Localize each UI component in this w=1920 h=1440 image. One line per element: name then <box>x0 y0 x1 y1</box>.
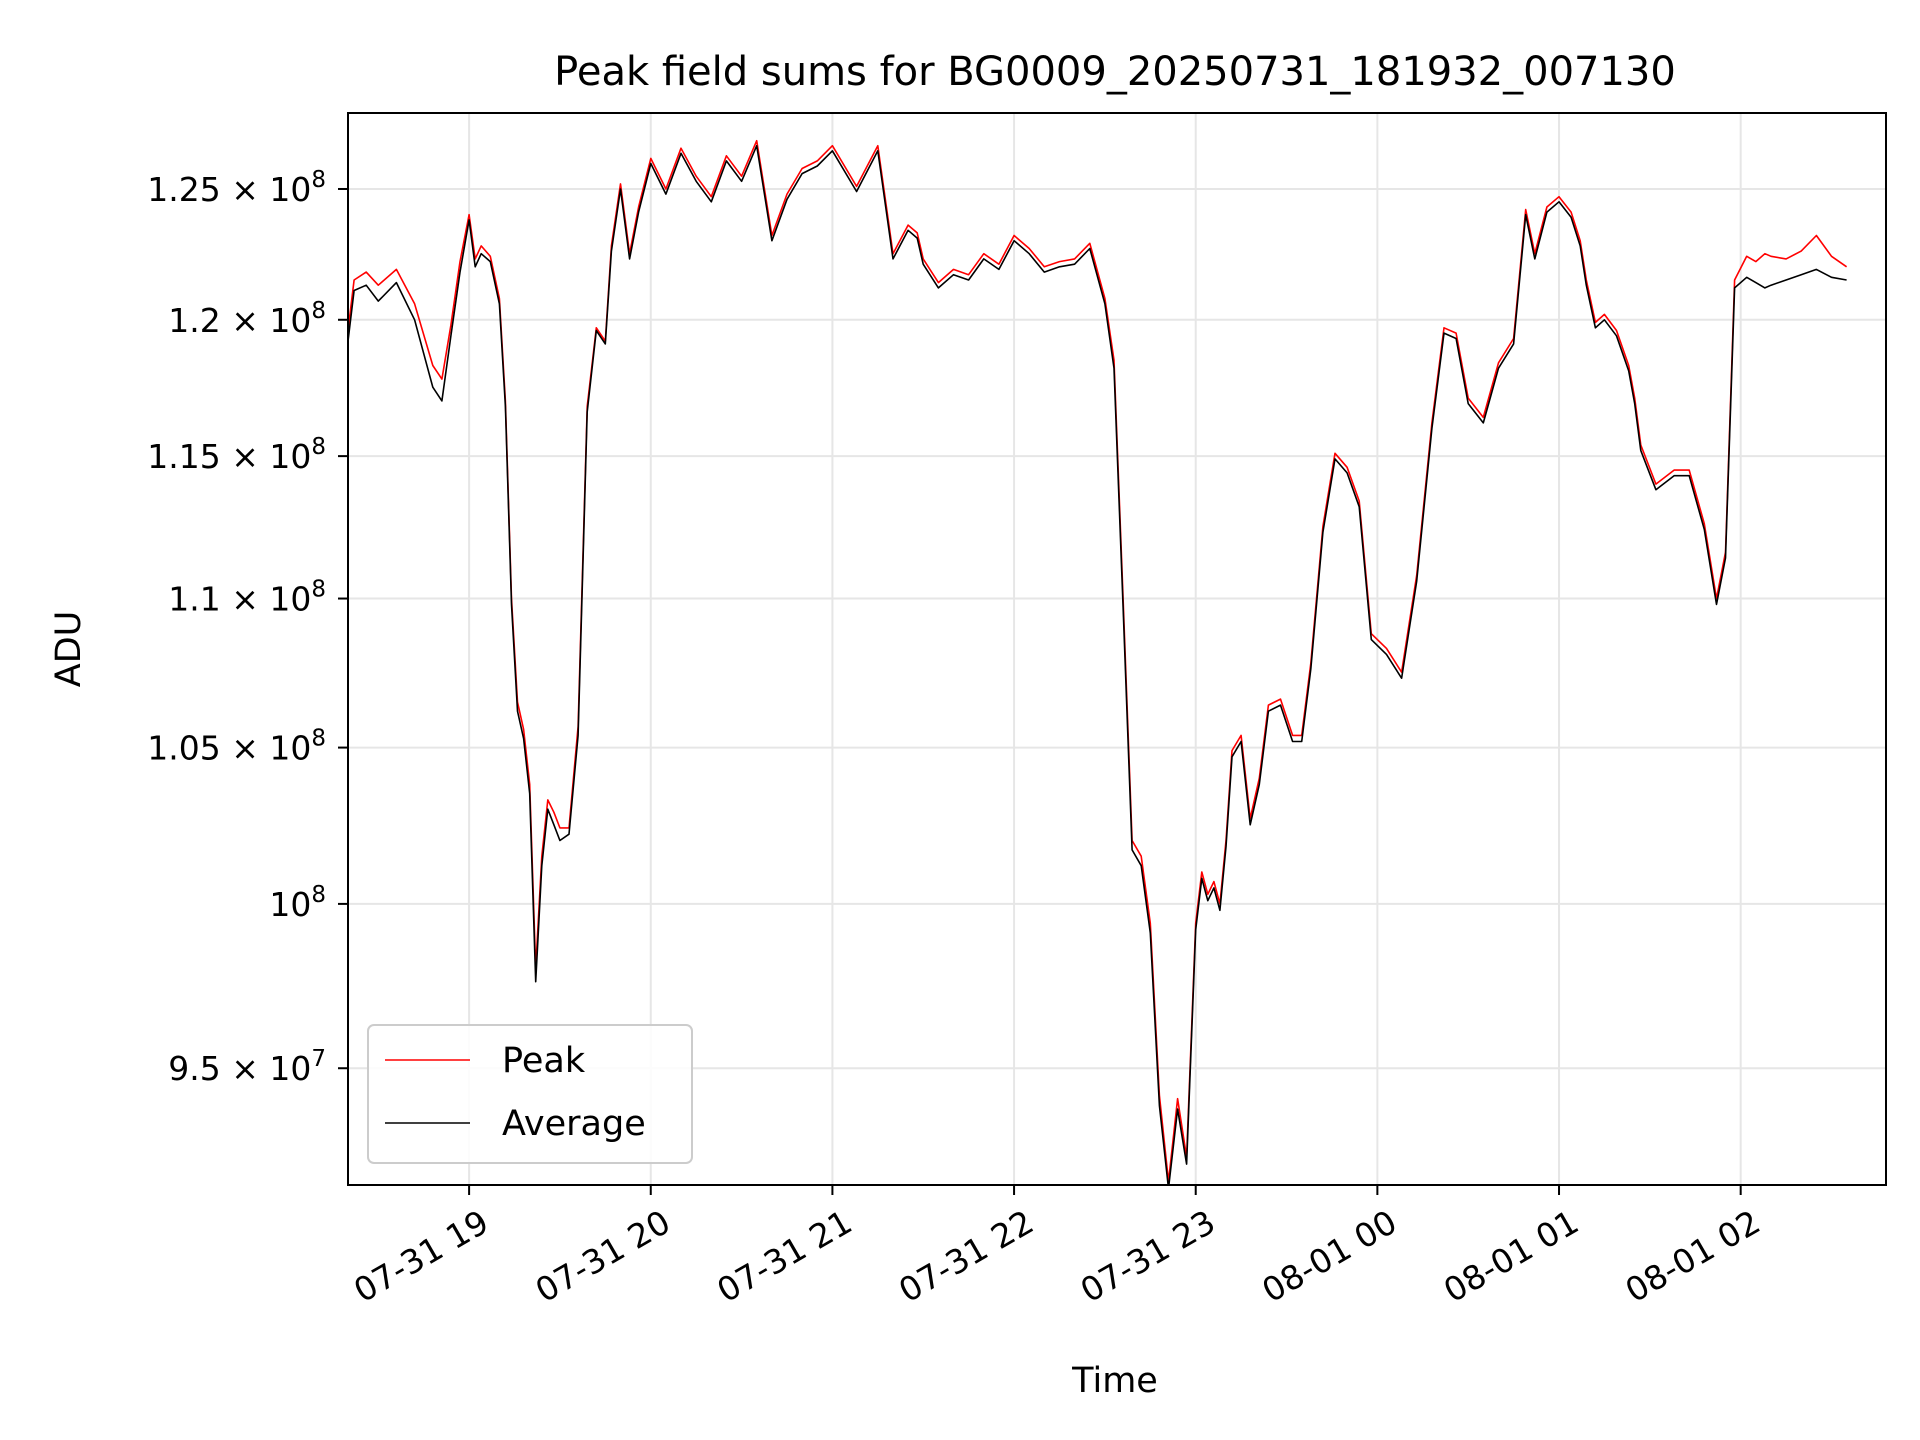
y-axis-label: ADU <box>49 611 89 688</box>
legend-label-average: Average <box>502 1104 646 1144</box>
series-line-average <box>348 144 1847 1185</box>
plot-frame <box>347 112 1887 1186</box>
y-tick-label-4: 1.15 × 108 <box>147 434 326 476</box>
legend: Peak Average <box>367 1024 693 1164</box>
y-tick-label-3: 1.1 × 108 <box>168 577 326 619</box>
y-tick-label-2: 1.05 × 108 <box>147 726 326 768</box>
y-tick-label-5: 1.2 × 108 <box>168 298 326 340</box>
y-tick-label-0: 9.5 × 107 <box>168 1046 326 1088</box>
y-tick-label-1: 108 <box>269 882 326 924</box>
plot-area <box>348 139 1848 1185</box>
legend-label-peak: Peak <box>502 1041 586 1081</box>
x-axis-label: Time <box>1071 1361 1158 1401</box>
y-tick-label-6: 1.25 × 108 <box>147 167 326 209</box>
chart-title: Peak field sums for BG0009_20250731_1819… <box>554 49 1676 95</box>
y-axis: 9.5 × 107 108 1.05 × 108 1.1 × 108 1.15 × 10… <box>147 167 348 1088</box>
